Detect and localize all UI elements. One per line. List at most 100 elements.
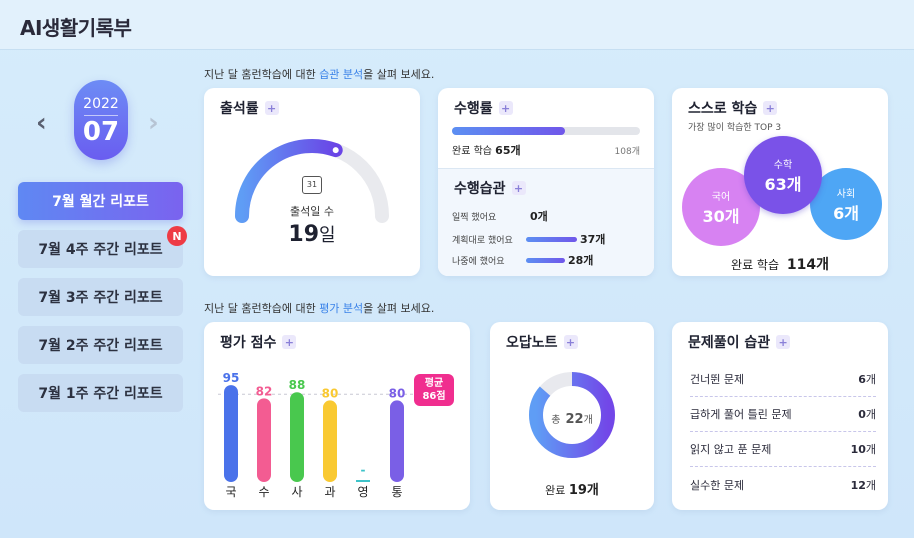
self-study-subtitle: 가장 많이 학습한 TOP 3 <box>688 123 782 133</box>
report-week4-button[interactable]: 7월 4주 주간 리포트 N <box>18 226 187 268</box>
bar <box>224 385 238 482</box>
top-bar: AI생활기록부 <box>0 0 914 50</box>
data-label: 80 <box>322 386 339 400</box>
bubble-subject: 수학 <box>773 159 793 171</box>
bubble-value: 63개 <box>764 174 802 194</box>
habit-subpanel: 수행습관 + 일찍 했어요 0개 계획대로 했어요 37개 나중에 했어요 28… <box>438 168 654 276</box>
solving-habit-row: 건너뛴 문제 6개 <box>690 362 876 397</box>
self-study-card: 스스로 학습 + 가장 많이 학습한 TOP 3 국어 30개 사회 6개 수학… <box>672 88 888 276</box>
bubble-value: 6개 <box>833 203 859 223</box>
report-label: 7월 월간 리포트 <box>52 194 149 210</box>
bar <box>257 398 271 482</box>
performance-card: 수행률 + 완료 학습 65개 108개 수행습관 + 일찍 했어요 0개 계획… <box>438 88 654 276</box>
x-tick-label: 과 <box>324 485 335 499</box>
x-tick-label: 영 <box>357 485 368 499</box>
calendar-icon: 31 <box>302 176 322 194</box>
wrong-note-done: 완료 19개 <box>490 479 654 498</box>
done-value: 65개 <box>495 144 521 157</box>
solving-habit-row: 급하게 풀어 틀린 문제 0개 <box>690 397 876 432</box>
app-title: AI생활기록부 <box>20 16 132 40</box>
chevron-right-icon[interactable]: › <box>148 108 159 138</box>
bubble-subject: 사회 <box>836 188 856 200</box>
total-unit: 개 <box>583 415 593 426</box>
done-label: 완료 <box>545 484 566 497</box>
desc-text: 지난 달 홈런학습에 대한 <box>204 302 320 315</box>
habit-row-value: 28개 <box>568 254 594 267</box>
bar-empty <box>356 480 370 482</box>
report-week3-button[interactable]: 7월 3주 주간 리포트 <box>18 278 183 316</box>
desc-text: 을 살펴 보세요. <box>363 302 435 315</box>
solving-habit-row: 읽지 않고 푼 문제 10개 <box>690 432 876 467</box>
x-tick-label: 사 <box>291 485 302 499</box>
performance-title: 수행률 <box>454 101 493 117</box>
habit-row-label: 계획대로 했어요 <box>452 236 513 246</box>
performance-bar <box>452 127 640 135</box>
donut-fill <box>529 372 615 458</box>
habit-title: 수행습관 <box>454 181 506 197</box>
bubble-subject: 국어 <box>711 191 731 203</box>
year-label: 2022 <box>83 96 119 112</box>
card-title: 출석률 + <box>220 98 279 118</box>
row-value: 12개 <box>851 477 876 493</box>
row-label: 실수한 문제 <box>690 478 745 492</box>
row-label: 급하게 풀어 틀린 문제 <box>690 408 792 421</box>
row-unit: 개 <box>865 443 876 456</box>
plus-icon[interactable]: + <box>282 335 297 349</box>
attendance-unit: 일 <box>319 225 336 246</box>
plus-icon[interactable]: + <box>776 335 791 349</box>
bar <box>390 400 404 482</box>
card-title: 수행습관 + <box>454 178 526 198</box>
row-value: 10개 <box>851 441 876 457</box>
plus-icon[interactable]: + <box>763 101 778 115</box>
row-unit: 개 <box>865 373 876 386</box>
wrong-note-card: 오답노트 + 총 22개 완료 19개 <box>490 322 654 510</box>
row-number: 0 <box>858 408 866 421</box>
desc-highlight: 습관 분석 <box>319 68 364 81</box>
performance-bar-fill <box>452 127 565 135</box>
row-value: 0개 <box>858 406 876 422</box>
card-title: 오답노트 + <box>506 332 578 352</box>
new-badge: N <box>167 226 187 246</box>
report-label: 7월 3주 주간 리포트 <box>38 290 163 306</box>
plus-icon[interactable]: + <box>511 181 526 195</box>
row-unit: 개 <box>865 408 876 421</box>
attendance-number: 19 <box>288 222 320 247</box>
row-value: 6개 <box>858 371 876 387</box>
eval-score-title: 평가 점수 <box>220 335 277 351</box>
attendance-title: 출석률 <box>220 101 259 117</box>
plus-icon[interactable]: + <box>498 101 513 115</box>
report-label: 7월 2주 주간 리포트 <box>38 338 163 354</box>
solving-habit-card: 문제풀이 습관 + 건너뛴 문제 6개 급하게 풀어 틀린 문제 0개 읽지 않… <box>672 322 888 510</box>
average-badge: 평균 86점 <box>414 374 454 406</box>
card-title: 평가 점수 + <box>220 332 297 352</box>
done-label: 완료 학습 <box>731 258 780 272</box>
habit-row-value: 0개 <box>530 210 548 223</box>
done-value: 19개 <box>568 483 599 498</box>
habit-row-label: 나중에 했어요 <box>452 257 505 267</box>
data-label: 95 <box>223 371 240 385</box>
data-label: 88 <box>289 378 306 392</box>
report-label: 7월 1주 주간 리포트 <box>38 386 163 402</box>
report-week1-button[interactable]: 7월 1주 주간 리포트 <box>18 374 183 412</box>
bubble-value: 30개 <box>702 206 740 226</box>
habit-row-label: 일찍 했어요 <box>452 213 497 223</box>
total-prefix: 총 <box>551 415 561 426</box>
avg-label: 평균 <box>424 378 444 389</box>
habit-row-bar <box>526 258 565 263</box>
eval-section-desc: 지난 달 홈런학습에 대한 평가 분석을 살펴 보세요. <box>204 300 434 316</box>
eval-score-card: 평가 점수 + 국 95 수 82 사 88 과 80 영 - 통 80 평균 86점 <box>204 322 470 510</box>
performance-done: 완료 학습 65개 <box>452 142 521 158</box>
plus-icon[interactable]: + <box>264 101 279 115</box>
done-label: 완료 학습 <box>452 146 492 157</box>
report-monthly-button[interactable]: 7월 월간 리포트 <box>18 182 183 220</box>
x-tick-label: 국 <box>225 485 236 499</box>
chevron-left-icon[interactable]: ‹ <box>36 108 47 138</box>
report-week2-button[interactable]: 7월 2주 주간 리포트 <box>18 326 183 364</box>
wrong-note-donut <box>529 372 615 458</box>
card-title: 스스로 학습 + <box>688 98 778 118</box>
desc-highlight: 평가 분석 <box>319 302 364 315</box>
card-title: 수행률 + <box>454 98 513 118</box>
attendance-gauge <box>235 139 389 223</box>
habit-row-bar <box>526 237 577 242</box>
plus-icon[interactable]: + <box>563 335 578 349</box>
